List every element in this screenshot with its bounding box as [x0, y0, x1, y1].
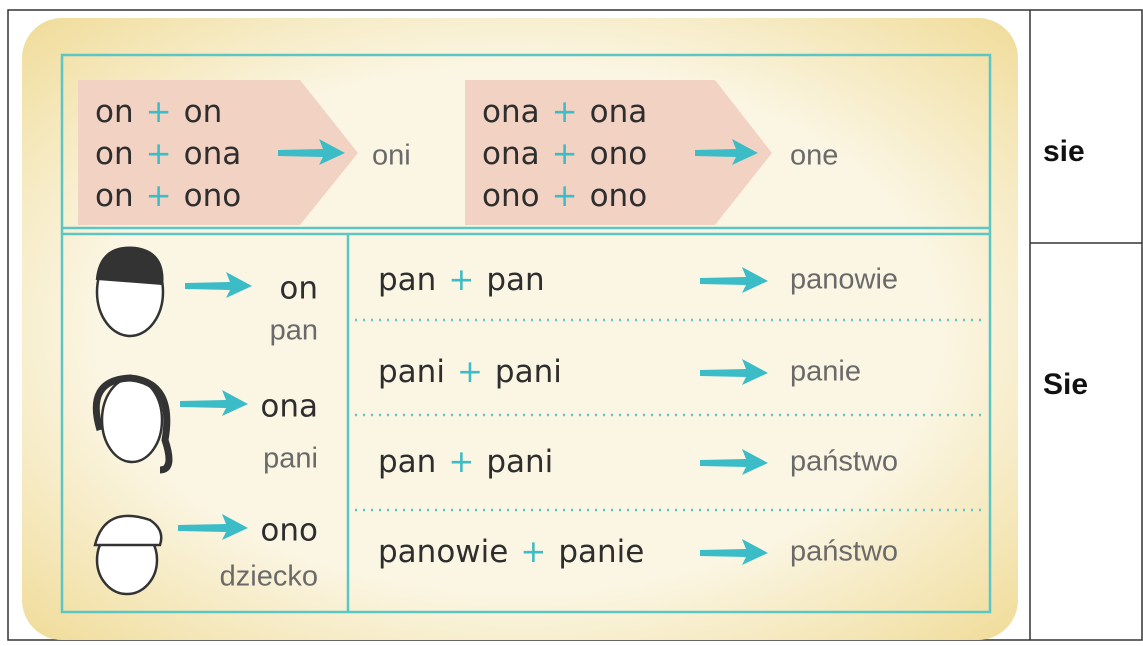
operand: ono: [590, 178, 648, 214]
arrow: [695, 139, 758, 165]
sum-expression: ona + ono: [482, 136, 647, 172]
noun: pan: [270, 315, 318, 347]
arrow: [700, 539, 768, 565]
tag-shape: [465, 80, 772, 225]
plus-sign: +: [552, 136, 578, 172]
arrow: [700, 449, 768, 475]
arrow: [700, 359, 768, 385]
sum-expression: pani + pani: [378, 354, 562, 390]
operand: pani: [486, 444, 553, 480]
operand: on: [184, 94, 223, 130]
arrow: [185, 272, 252, 298]
sum-expression: on + on: [95, 94, 222, 130]
arrow: [178, 514, 248, 540]
result: oni: [372, 140, 411, 172]
operand: on: [95, 136, 134, 172]
noun: pani: [263, 443, 318, 475]
plus-sign: +: [457, 354, 483, 390]
operand: ono: [482, 178, 540, 214]
plus-sign: +: [146, 94, 172, 130]
row-dividers: [355, 318, 985, 512]
plus-sign: +: [448, 444, 474, 480]
tag-shape: [78, 80, 358, 225]
pronoun: ona: [260, 389, 318, 425]
operand: pan: [378, 444, 436, 480]
operand: ona: [184, 136, 242, 172]
plus-sign: +: [520, 534, 546, 570]
noun: dziecko: [220, 561, 318, 593]
side-cell: sie: [1043, 135, 1085, 168]
plus-sign: +: [448, 262, 474, 298]
operand: ona: [482, 94, 540, 130]
result: one: [790, 140, 838, 172]
sum-expression: on + ona: [95, 136, 241, 172]
plus-sign: +: [146, 178, 172, 214]
pronoun: ono: [260, 513, 318, 549]
operand: pan: [378, 262, 436, 298]
result: państwo: [790, 536, 898, 568]
operand: on: [95, 178, 134, 214]
operand: ona: [590, 94, 648, 130]
sum-expression: pan + pani: [378, 444, 553, 480]
result: panie: [790, 356, 861, 388]
plus-sign: +: [146, 136, 172, 172]
result: panowie: [790, 264, 898, 296]
operand: on: [95, 94, 134, 130]
plus-sign: +: [552, 178, 578, 214]
sum-expression: ona + ona: [482, 94, 647, 130]
result: państwo: [790, 446, 898, 478]
side-cell: Sie: [1043, 368, 1088, 401]
operand: ono: [590, 136, 648, 172]
operand: ona: [482, 136, 540, 172]
plus-sign: +: [552, 94, 578, 130]
sum-expression: ono + ono: [482, 178, 647, 214]
operand: pani: [495, 354, 562, 390]
arrow: [180, 390, 248, 416]
operand: pani: [378, 354, 445, 390]
arrow: [700, 267, 768, 293]
arrow: [278, 139, 345, 165]
face-icons: [92, 246, 173, 596]
pronoun: on: [279, 271, 318, 307]
operand: ono: [184, 178, 242, 214]
operand: panowie: [378, 534, 508, 570]
sum-expression: on + ono: [95, 178, 241, 214]
operand: pan: [486, 262, 544, 298]
card-frame: [60, 53, 992, 614]
operand: panie: [558, 534, 644, 570]
sum-expression: panowie + panie: [378, 534, 644, 570]
sum-expression: pan + pan: [378, 262, 545, 298]
